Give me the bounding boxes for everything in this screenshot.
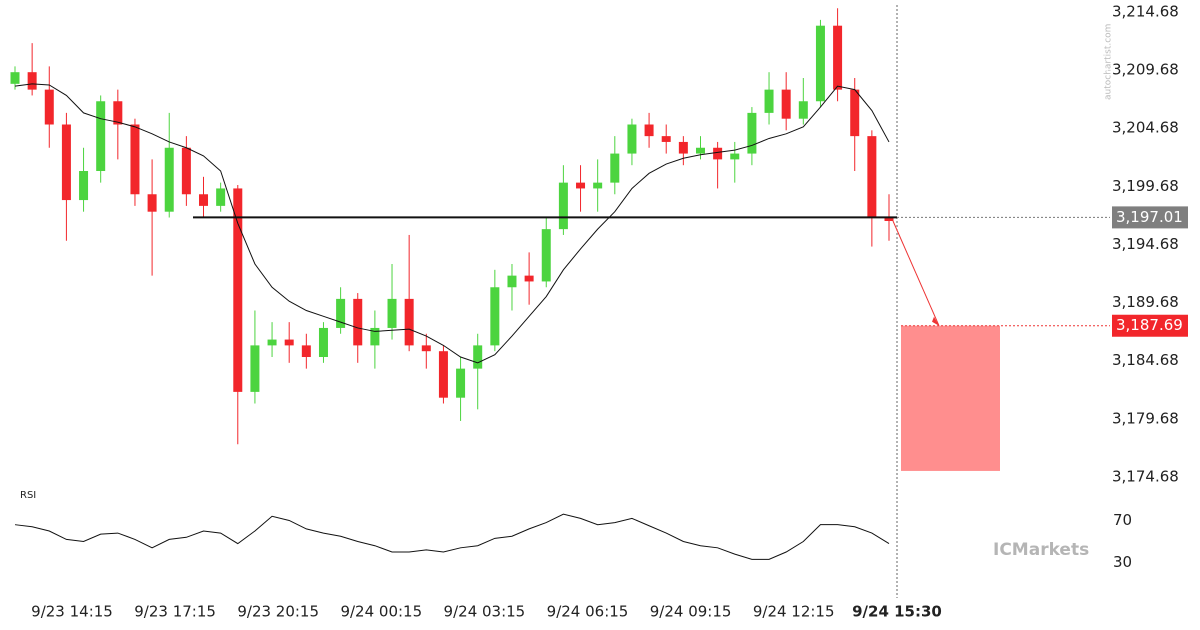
y-tick-label: 3,209.68 — [1112, 61, 1179, 79]
x-tick-label: 9/23 17:15 — [134, 603, 216, 621]
candle-body — [473, 345, 483, 369]
x-tick-label: 9/24 06:15 — [547, 603, 629, 621]
candle-body — [627, 124, 637, 154]
target-range — [901, 325, 1000, 471]
x-tick-label: 9/24 12:15 — [753, 603, 835, 621]
candle-body — [216, 188, 226, 206]
rsi-tick-label: 70 — [1113, 511, 1132, 529]
candle-body — [10, 72, 20, 84]
moving-average — [14, 83, 890, 364]
watermark: autochartist.com — [1104, 24, 1114, 100]
candle-body — [678, 141, 688, 154]
candle-body — [541, 229, 551, 282]
candle-body — [147, 194, 157, 212]
y-tick-label: 3,184.68 — [1112, 351, 1179, 369]
target-label: 3,187.69 — [1116, 316, 1183, 334]
candle-body — [524, 275, 534, 282]
rsi-label: RSI — [20, 490, 36, 501]
x-tick-label: 9/23 20:15 — [237, 603, 319, 621]
y-tick-label: 3,189.68 — [1112, 293, 1179, 311]
target-label-bg — [1112, 314, 1188, 337]
candle-body — [27, 72, 37, 90]
candle-body — [44, 89, 54, 125]
candle-body — [267, 339, 277, 346]
price-label-bg — [1112, 206, 1188, 229]
x-tick-label: 9/24 00:15 — [340, 603, 422, 621]
rsi-tick-label: 30 — [1113, 553, 1132, 571]
candle-body — [833, 25, 843, 90]
candle-body — [96, 101, 106, 172]
candle-body — [404, 298, 414, 346]
candle-body — [318, 327, 328, 358]
candle-body — [884, 217, 894, 221]
candle-body — [199, 194, 209, 206]
y-tick-label: 3,204.68 — [1112, 119, 1179, 137]
candle-body — [730, 153, 740, 160]
candle-body — [301, 345, 311, 358]
y-tick-label: 3,174.68 — [1112, 467, 1179, 485]
candle-body — [747, 112, 757, 154]
candle-body — [867, 136, 877, 218]
candle-body — [250, 345, 260, 392]
candle-body — [353, 298, 363, 346]
candle-body — [438, 351, 448, 398]
price-label: 3,197.01 — [1116, 208, 1183, 226]
x-tick-label: 9/24 09:15 — [650, 603, 732, 621]
candle-body — [764, 89, 774, 113]
y-tick-label: 3,214.68 — [1112, 2, 1179, 20]
y-tick-label: 3,179.68 — [1112, 409, 1179, 427]
logo: ICMarkets — [993, 540, 1089, 560]
candle-body — [181, 147, 191, 195]
candle-body — [79, 171, 89, 201]
candle-body — [507, 275, 517, 288]
candle-body — [387, 298, 397, 328]
candle-body — [593, 182, 603, 189]
candle-body — [113, 101, 123, 125]
candle-body — [850, 89, 860, 137]
candle-body — [164, 147, 174, 212]
arrow-head — [932, 316, 939, 326]
candle-body — [610, 153, 620, 183]
candle-body — [644, 124, 654, 137]
candle-body — [798, 101, 808, 119]
candle-body — [490, 287, 500, 346]
candle-body — [421, 345, 431, 352]
rsi-line — [14, 513, 890, 560]
candle-body — [336, 298, 346, 328]
candle-body — [130, 124, 140, 195]
candle-body — [713, 147, 723, 160]
forecast-arrow — [892, 220, 940, 326]
candle-body — [661, 136, 671, 142]
y-tick-label: 3,194.68 — [1112, 235, 1179, 253]
candle-body — [61, 124, 71, 201]
candle-body — [456, 368, 466, 398]
candle-body — [781, 89, 791, 119]
candle-body — [284, 339, 294, 346]
candle-body — [695, 147, 705, 154]
x-tick-label: 9/24 15:30 — [852, 603, 942, 621]
candle-body — [558, 182, 568, 230]
x-tick-label: 9/24 03:15 — [444, 603, 526, 621]
candle-body — [370, 327, 380, 346]
y-tick-label: 3,199.68 — [1112, 177, 1179, 195]
candle-body — [233, 188, 243, 392]
candle-body — [576, 182, 586, 189]
candle-body — [815, 25, 825, 102]
x-tick-label: 9/23 14:15 — [31, 603, 113, 621]
